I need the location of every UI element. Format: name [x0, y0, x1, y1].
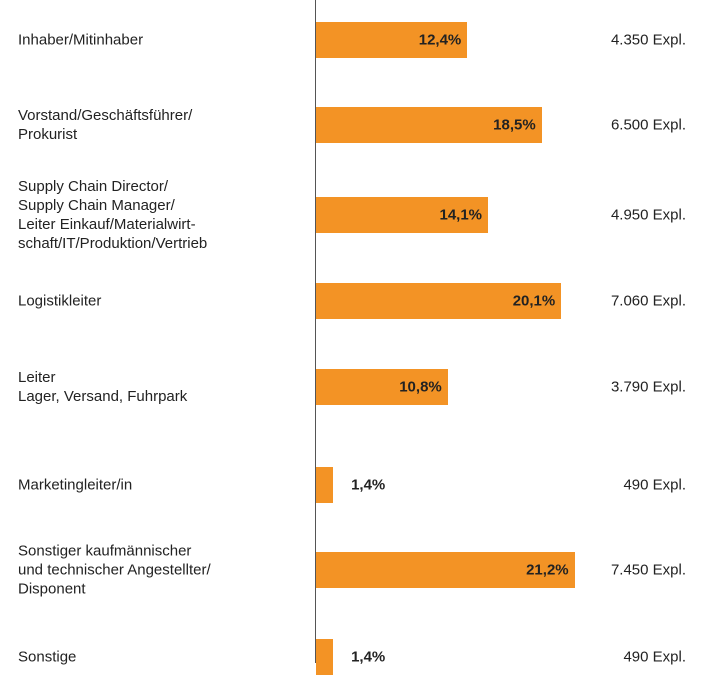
category-label: Marketingleiter/in [18, 476, 133, 494]
bar [316, 467, 334, 503]
category-label: Supply Chain Director/ Supply Chain Mana… [18, 178, 208, 252]
count-label: 7.450 Expl. [610, 561, 686, 579]
count-label: 490 Expl. [623, 476, 686, 494]
category-label: Vorstand/Geschäftsführer/ Prokurist [18, 107, 193, 143]
category-label: Logistikleiter [18, 292, 102, 310]
value-label: 1,4% [351, 648, 386, 666]
bar [316, 369, 448, 405]
count-label: 7.060 Expl. [610, 292, 686, 310]
axis-line [315, 0, 316, 663]
value-label: 10,8% [399, 378, 442, 396]
value-label: 14,1% [439, 206, 483, 224]
category-label: Sonstige [18, 648, 77, 666]
value-label: 21,2% [526, 561, 569, 579]
bar [316, 639, 334, 675]
bar [316, 107, 542, 143]
value-label: 18,5% [493, 116, 536, 134]
count-label: 490 Expl. [623, 648, 686, 666]
count-label: 6.500 Expl. [610, 116, 686, 134]
category-label: Inhaber/Mitinhaber [18, 31, 144, 49]
value-label: 1,4% [351, 476, 386, 494]
count-label: 4.350 Expl. [610, 31, 686, 49]
value-label: 20,1% [512, 292, 556, 310]
category-label: Sonstiger kaufmännischer und technischer… [18, 542, 211, 598]
category-label: Leiter Lager, Versand, Fuhrpark [18, 369, 188, 405]
bar [316, 197, 489, 233]
bar [316, 552, 575, 588]
bar [316, 283, 562, 319]
count-label: 3.790 Expl. [610, 378, 686, 396]
bar [316, 22, 468, 58]
value-label: 12,4% [418, 31, 462, 49]
count-label: 4.950 Expl. [610, 206, 686, 224]
